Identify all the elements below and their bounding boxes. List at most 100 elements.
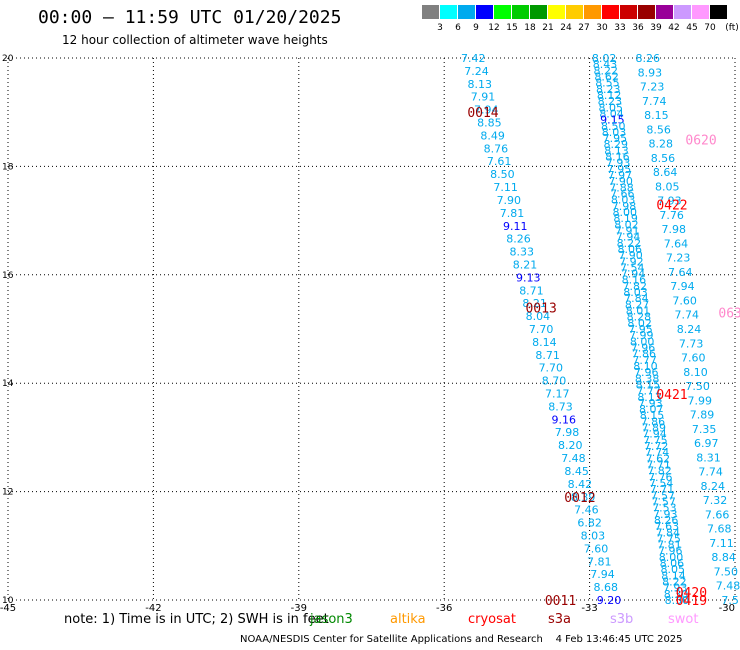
swh-value-label: 8.30 bbox=[665, 594, 690, 607]
swh-value-label: 8.23 bbox=[598, 95, 623, 108]
swh-value-label: 9.20 bbox=[597, 594, 622, 607]
swh-value-label: 7.96 bbox=[658, 545, 683, 558]
legend-label: 21 bbox=[542, 23, 554, 33]
swh-value-label: 8.13 bbox=[637, 391, 662, 404]
swh-value-label: 8.28 bbox=[627, 311, 652, 324]
legend-swatch bbox=[584, 5, 602, 19]
pass-label: 0620 bbox=[685, 133, 716, 148]
swh-value-label: 7.61 bbox=[487, 155, 512, 168]
swh-value-label: 7.97 bbox=[608, 169, 633, 182]
swh-value-label: 8.15 bbox=[636, 378, 661, 391]
legend-swatch bbox=[458, 5, 476, 19]
swh-value-label: 8.23 bbox=[596, 83, 621, 96]
legend-swatch bbox=[692, 5, 710, 19]
swh-value-label: 7.70 bbox=[529, 323, 554, 336]
swh-value-label: 8.21 bbox=[513, 258, 538, 271]
swh-value-label: 7.75 bbox=[656, 532, 681, 545]
swh-value-label: 7.94 bbox=[642, 428, 667, 441]
swh-value-label: 8.26 bbox=[654, 514, 679, 527]
swh-value-label: 8.31 bbox=[696, 451, 721, 464]
swh-value-label: 7.94 bbox=[621, 268, 646, 281]
x-tick-label: -39 bbox=[291, 603, 307, 614]
swh-value-label: 8.03 bbox=[581, 529, 606, 542]
credit-line: NOAA/NESDIS Center for Satellite Applica… bbox=[240, 634, 683, 645]
swh-value-label: 8.21 bbox=[522, 297, 547, 310]
swh-value-label: 8.64 bbox=[653, 166, 678, 179]
swh-value-label: 7.35 bbox=[692, 423, 717, 436]
y-tick-label: 12 bbox=[2, 488, 13, 498]
swh-value-label: 7.64 bbox=[664, 237, 689, 250]
pass-label: 0011 bbox=[545, 594, 576, 609]
legend-label: 15 bbox=[506, 23, 518, 33]
swh-value-label: 7.42 bbox=[461, 52, 486, 65]
swh-value-label: 7.54 bbox=[620, 261, 645, 274]
swh-value-label: 7.76 bbox=[648, 471, 673, 484]
swh-value-label: 8.01 bbox=[626, 305, 651, 318]
swh-value-label: 8.84 bbox=[711, 551, 736, 564]
swh-value-label: 8.76 bbox=[484, 142, 509, 155]
swh-value-label: 7.94 bbox=[616, 231, 641, 244]
y-tick-label: 10 bbox=[2, 596, 14, 606]
swh-value-label: 8.22 bbox=[594, 64, 619, 77]
satellite-label-cryosat: cryosat bbox=[468, 612, 516, 627]
swh-value-label: 7.90 bbox=[497, 194, 522, 207]
swh-value-label: 7.98 bbox=[612, 200, 637, 213]
swh-value-label: 7.81 bbox=[587, 555, 612, 568]
swh-value-label: 7.76 bbox=[659, 209, 684, 222]
x-tick-label: -30 bbox=[719, 603, 735, 614]
swh-value-label: 7.50 bbox=[685, 380, 710, 393]
x-tick-label: -36 bbox=[436, 603, 452, 614]
swh-value-label: 7.11 bbox=[709, 537, 734, 550]
swh-value-label: 7.74 bbox=[645, 446, 670, 459]
swh-value-label: 7.23 bbox=[640, 81, 665, 94]
swh-value-label: 8.26 bbox=[636, 52, 661, 65]
swh-value-label: 8.13 bbox=[467, 78, 492, 91]
swh-value-label: 8.19 bbox=[613, 212, 638, 225]
swh-value-label: 8.16 bbox=[605, 151, 630, 164]
swh-value-label: 8.70 bbox=[542, 375, 567, 388]
swh-value-label: 8.13 bbox=[604, 144, 629, 157]
swh-value-label: 7.72 bbox=[644, 440, 669, 453]
swh-value-label: 7.50 bbox=[714, 565, 739, 578]
legend-swatch bbox=[638, 5, 656, 19]
legend-swatch bbox=[602, 5, 620, 19]
y-tick-label: 20 bbox=[2, 54, 14, 64]
swh-value-label: 7.57 bbox=[651, 495, 676, 508]
swh-value-label: 7.98 bbox=[555, 426, 580, 439]
y-tick-label: 14 bbox=[2, 379, 14, 389]
swh-value-label: 8.38 bbox=[635, 372, 660, 385]
swh-value-label: 7.89 bbox=[641, 422, 666, 435]
legend-label: 9 bbox=[473, 23, 479, 33]
swh-value-label: 7.93 bbox=[638, 397, 663, 410]
swh-value-label: 8.00 bbox=[659, 551, 684, 564]
legend-label: 12 bbox=[488, 23, 500, 33]
swh-value-label: 7.74 bbox=[642, 95, 667, 108]
swh-value-label: 8.50 bbox=[601, 120, 626, 133]
swh-value-label: 7.96 bbox=[634, 366, 659, 379]
swh-value-label: 7.66 bbox=[610, 188, 635, 201]
swh-value-label: 7.60 bbox=[584, 542, 609, 555]
swh-value-label: 7.62 bbox=[646, 452, 671, 465]
legend-label: 30 bbox=[596, 23, 608, 33]
legend-label: 70 bbox=[704, 23, 716, 33]
swh-value-label: 8.45 bbox=[564, 465, 589, 478]
swh-value-label: 7.95 bbox=[628, 323, 653, 336]
x-tick-label: -42 bbox=[145, 603, 161, 614]
swh-value-label: 7.77 bbox=[637, 385, 662, 398]
legend-label: 24 bbox=[560, 23, 572, 33]
swh-value-label: 7.86 bbox=[632, 348, 657, 361]
pass-label: 0012 bbox=[564, 491, 595, 506]
swh-value-label: 7.84 bbox=[656, 526, 681, 539]
swh-value-label: 7.60 bbox=[681, 352, 706, 365]
legend-swatch bbox=[440, 5, 458, 19]
swh-value-label: 8.15 bbox=[640, 409, 665, 422]
swh-value-label: 8.33 bbox=[509, 246, 534, 259]
swh-value-label: 7.74 bbox=[698, 466, 723, 479]
swh-value-label: 7.77 bbox=[632, 354, 657, 367]
satellite-label-jason3: jason3 bbox=[310, 612, 353, 627]
swh-value-label: 7.17 bbox=[545, 388, 570, 401]
legend-swatch bbox=[620, 5, 638, 19]
swh-value-label: 7.53 bbox=[652, 502, 677, 515]
swh-value-label: 9.11 bbox=[503, 220, 528, 233]
